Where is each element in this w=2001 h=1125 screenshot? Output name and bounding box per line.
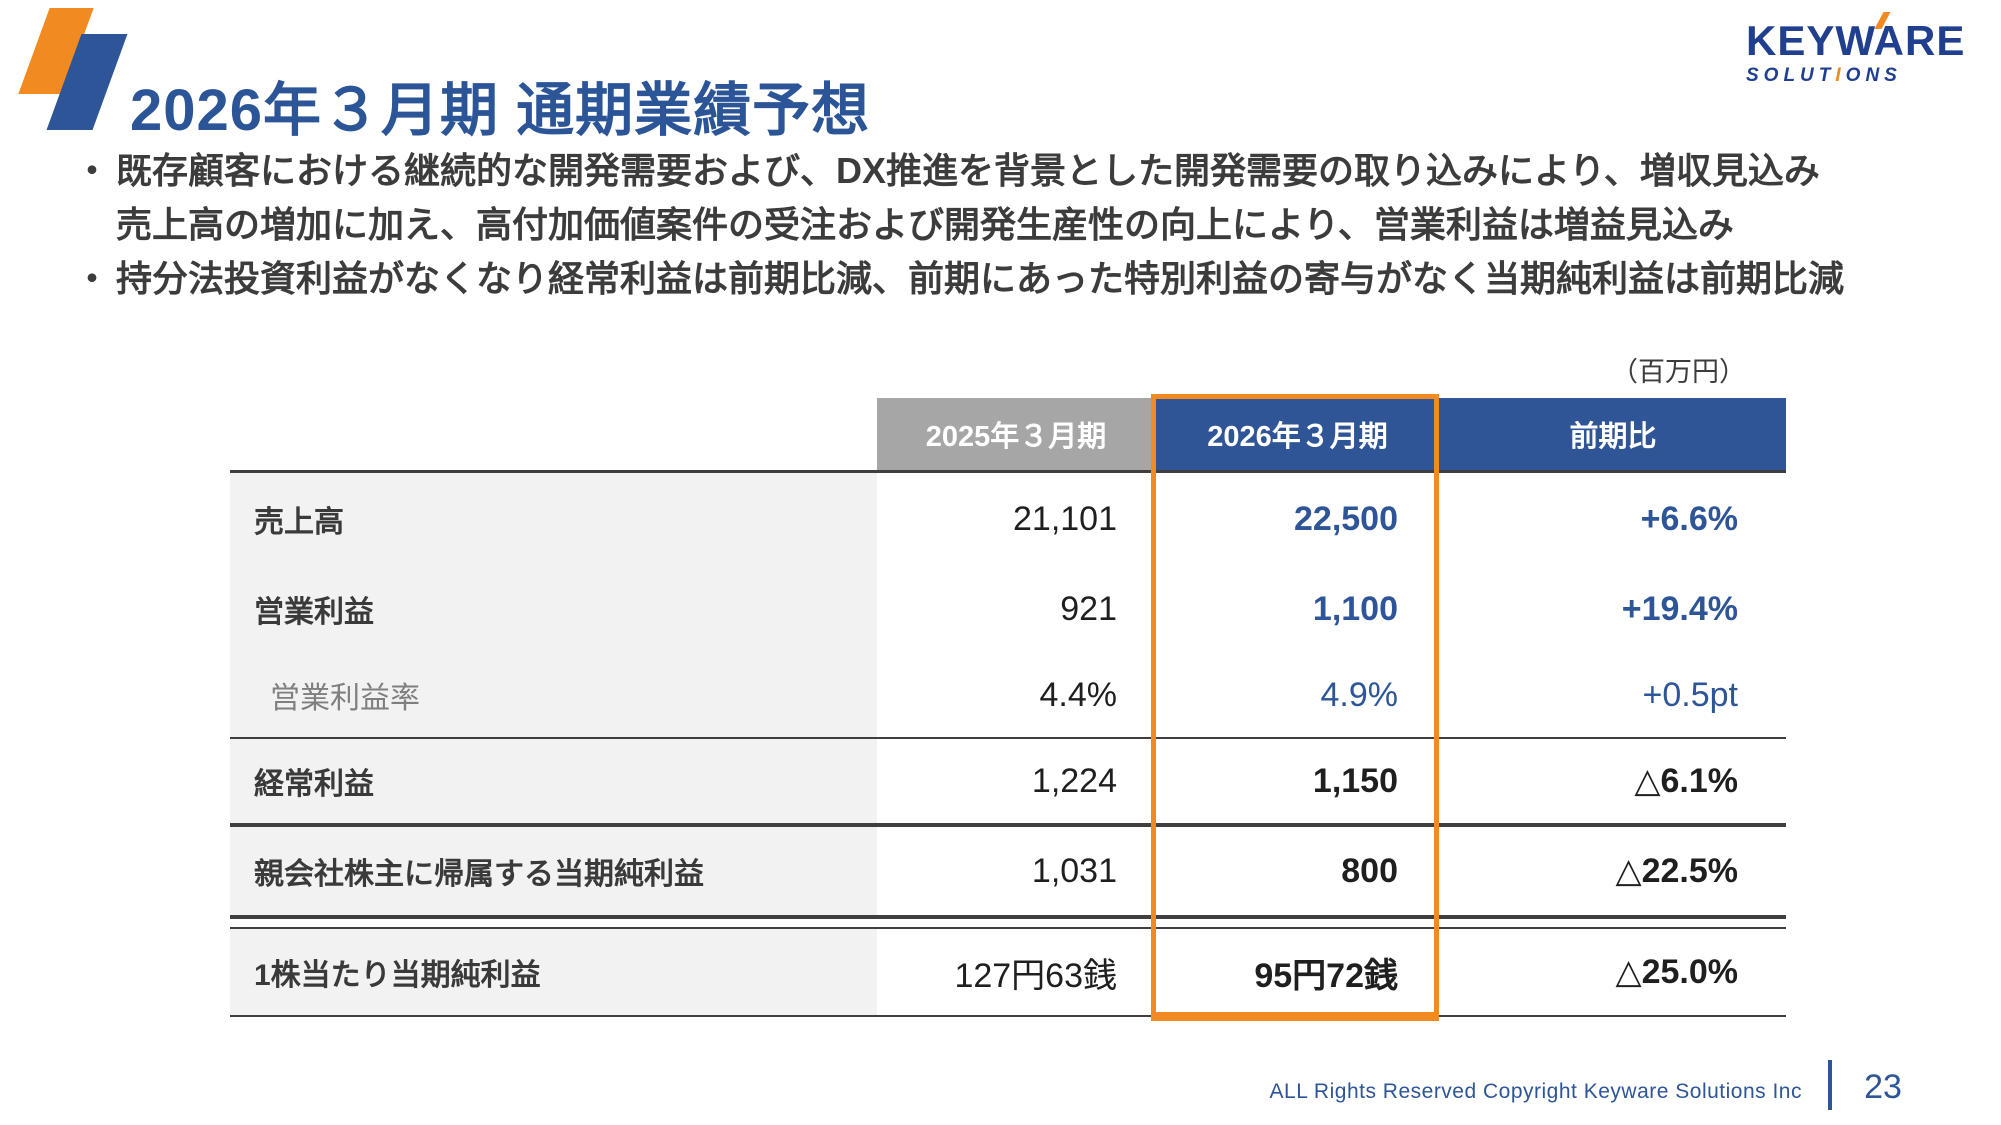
forecast-value: 800 — [1341, 851, 1398, 890]
row-label: 1株当たり当期純利益 — [230, 929, 877, 1015]
bullet-item: ・ 持分法投資利益がなくなり経常利益は前期比減、前期にあった特別利益の寄与がなく… — [74, 252, 1844, 306]
table-header-prev-year: 2025年３月期 — [877, 398, 1155, 470]
logo-sub-accent: I — [1835, 65, 1846, 86]
table-row-operating-margin: 営業利益率 4.4% 4.9% +0.5pt — [230, 653, 1786, 739]
table-row-operating-income: 営業利益 921 1,100 +19.4% — [230, 565, 1786, 653]
table-header-change: 前期比 — [1440, 398, 1786, 470]
bullet-line: 既存顧客における継続的な開発需要および、DX推進を背景とした開発需要の取り込みに… — [116, 150, 1820, 191]
forecast-value: 95円72銭 — [1254, 956, 1398, 995]
forecast-value: 1,150 — [1312, 761, 1398, 800]
row-label: 営業利益率 — [230, 653, 877, 737]
bullet-line: 持分法投資利益がなくなり経常利益は前期比減、前期にあった特別利益の寄与がなく当期… — [116, 258, 1845, 299]
change-value: +0.5pt — [1642, 675, 1738, 714]
table-row-ordinary-income: 経常利益 1,224 1,150 △6.1% — [230, 739, 1786, 827]
prev-value: 127円63銭 — [954, 956, 1117, 995]
row-label: 営業利益 — [230, 565, 877, 653]
prev-value: 21,101 — [1013, 499, 1117, 538]
bullet-text: 既存顧客における継続的な開発需要および、DX推進を背景とした開発需要の取り込みに… — [116, 144, 1820, 252]
footer-copyright: ALL Rights Reserved Copyright Keyware So… — [1269, 1080, 1802, 1103]
table-header-forecast-year: 2026年３月期 — [1155, 398, 1440, 470]
forecast-value: 22,500 — [1294, 499, 1398, 538]
prev-value: 921 — [1060, 589, 1117, 628]
change-value: △6.1% — [1634, 762, 1738, 800]
summary-bullets: ・ 既存顧客における継続的な開発需要および、DX推進を背景とした開発需要の取り込… — [74, 144, 1844, 306]
double-rule-divider — [230, 915, 1786, 929]
table-header-row: 2025年３月期 2026年３月期 前期比 — [230, 398, 1786, 473]
logo-name-text: KEYWARE — [1746, 17, 1966, 64]
page-title: 2026年３月期 通期業績予想 — [130, 77, 871, 143]
change-value: △25.0% — [1615, 953, 1738, 991]
table-row-eps: 1株当たり当期純利益 127円63銭 95円72銭 △25.0% — [230, 929, 1786, 1017]
company-logo: KEYWARE SOLUTIONS — [1746, 12, 1966, 85]
row-label: 売上高 — [230, 473, 877, 565]
logo-wordmark: KEYWARE — [1746, 12, 1966, 64]
logo-sub-pre: SOLUT — [1746, 65, 1836, 86]
bullet-text: 持分法投資利益がなくなり経常利益は前期比減、前期にあった特別利益の寄与がなく当期… — [116, 252, 1844, 306]
change-value: +6.6% — [1640, 499, 1738, 538]
table-row-net-income: 親会社株主に帰属する当期純利益 1,031 800 △22.5% — [230, 827, 1786, 915]
forecast-value: 4.9% — [1320, 675, 1399, 714]
prev-value: 1,224 — [1031, 761, 1117, 800]
bullet-item: ・ 既存顧客における継続的な開発需要および、DX推進を背景とした開発需要の取り込… — [74, 144, 1844, 252]
bullet-line: 売上高の増加に加え、高付加価値案件の受注および開発生産性の向上により、営業利益は… — [116, 204, 1734, 245]
forecast-value: 1,100 — [1312, 589, 1398, 628]
page-number: 23 — [1864, 1068, 1902, 1106]
prev-value: 4.4% — [1039, 675, 1118, 714]
change-value: +19.4% — [1621, 589, 1738, 628]
prev-value: 1,031 — [1031, 851, 1117, 890]
footer-divider — [1828, 1060, 1832, 1110]
logo-subtitle: SOLUTIONS — [1746, 66, 1965, 85]
table-header-spacer — [230, 398, 877, 470]
logo-sub-post: ONS — [1845, 65, 1902, 86]
forecast-table: 2025年３月期 2026年３月期 前期比 売上高 21,101 22,500 … — [230, 398, 1786, 1017]
row-label: 親会社株主に帰属する当期純利益 — [230, 827, 877, 915]
unit-note: （百万円） — [1611, 357, 1746, 387]
bullet-marker: ・ — [74, 150, 111, 191]
bullet-marker: ・ — [74, 258, 111, 299]
row-label: 経常利益 — [230, 739, 877, 823]
change-value: △22.5% — [1615, 852, 1738, 890]
table-row-sales: 売上高 21,101 22,500 +6.6% — [230, 473, 1786, 565]
